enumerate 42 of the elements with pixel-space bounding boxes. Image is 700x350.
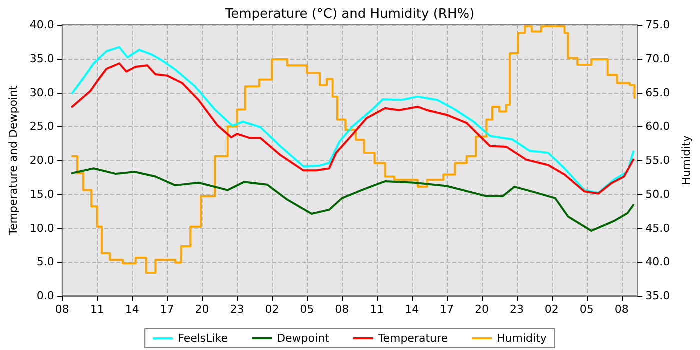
- y-tick-label: 35.0: [30, 52, 54, 66]
- y-tick-label: 15.0: [30, 188, 54, 201]
- y2-tick-label: 50.0: [646, 188, 670, 201]
- y-tick-label: 40.0: [30, 18, 54, 32]
- y-tick-label: 0.0: [36, 290, 54, 302]
- legend-label: FeelsLike: [178, 332, 228, 345]
- y-tick-label: 30.0: [30, 86, 54, 100]
- x-tick-label: 14: [125, 303, 140, 316]
- legend-label: Dewpoint: [277, 332, 330, 345]
- x-tick-label: 02: [544, 303, 559, 316]
- x-tick-label: 08: [614, 303, 629, 316]
- y2-tick-label: 40.0: [646, 256, 670, 269]
- x-tick-label: 23: [230, 303, 244, 316]
- x-tick-label: 14: [405, 303, 420, 316]
- x-tick-label: 11: [90, 303, 104, 316]
- y2-axis-title: Humidity: [680, 135, 693, 186]
- x-tick-label: 23: [510, 303, 524, 316]
- x-tick-label: 05: [580, 303, 594, 316]
- x-tick-label: 02: [265, 303, 280, 316]
- x-tick-label: 17: [160, 303, 174, 316]
- x-tick-label: 08: [55, 303, 70, 316]
- x-tick-label: 17: [440, 303, 454, 316]
- y2-tick-label: 75.0: [646, 18, 670, 32]
- y2-tick-label: 45.0: [646, 222, 670, 235]
- x-tick-label: 20: [475, 303, 489, 316]
- x-tick-label: 11: [370, 303, 384, 316]
- x-tick-label: 05: [300, 303, 314, 316]
- y2-tick-label: 35.0: [646, 290, 670, 302]
- y-tick-label: 25.0: [30, 120, 54, 134]
- y-axis-title: Temperature and Dewpoint: [7, 84, 20, 236]
- y2-tick-label: 55.0: [646, 154, 670, 167]
- y2-tick-label: 60.0: [646, 120, 670, 134]
- chart-title: Temperature (°C) and Humidity (RH%): [224, 7, 475, 22]
- legend-label: Humidity: [497, 332, 548, 345]
- legend-label: Temperature: [377, 332, 448, 345]
- y-tick-label: 10.0: [30, 222, 54, 235]
- x-tick-label: 20: [195, 303, 210, 316]
- y2-tick-label: 65.0: [646, 86, 670, 100]
- y-tick-label: 20.0: [30, 154, 54, 167]
- x-tick-label: 08: [335, 303, 350, 316]
- y2-tick-label: 70.0: [646, 52, 670, 66]
- y-tick-label: 5.0: [36, 256, 54, 269]
